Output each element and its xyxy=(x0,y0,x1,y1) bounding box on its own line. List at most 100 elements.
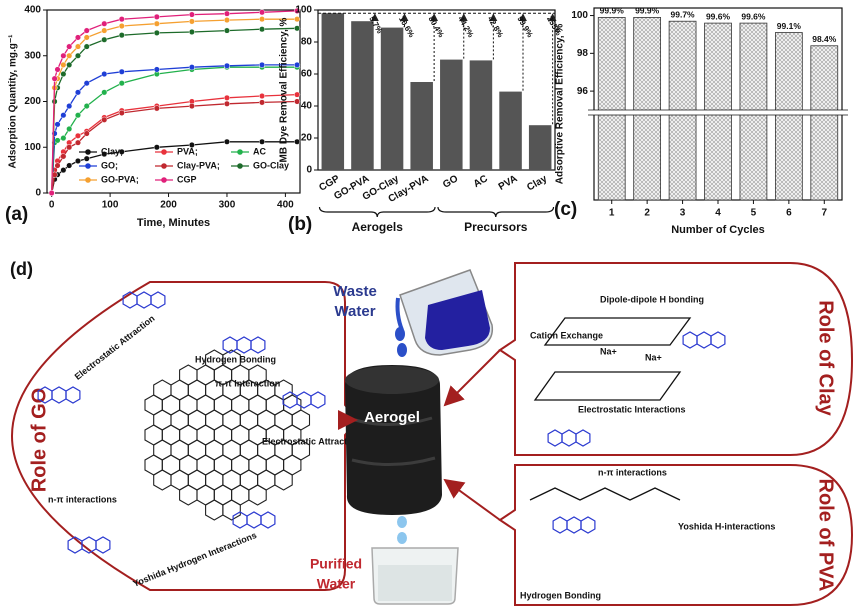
x-tick-label: 200 xyxy=(160,200,177,211)
point xyxy=(223,100,231,107)
annotation: 99.9% xyxy=(515,15,534,39)
panel-label: (b) xyxy=(288,214,312,235)
x-tick-label: 6 xyxy=(786,208,792,219)
annotation: 42.8% xyxy=(486,15,505,39)
x-tick-label: 400 xyxy=(277,200,294,211)
point xyxy=(223,17,231,24)
y-axis-label: Adsorptive Removal Efficiency, % xyxy=(555,24,566,185)
panel-label: (a) xyxy=(5,204,28,225)
point xyxy=(118,16,125,23)
point xyxy=(188,141,195,149)
point xyxy=(54,66,61,73)
point xyxy=(101,36,108,43)
ring xyxy=(696,331,712,349)
ring xyxy=(222,499,241,521)
point xyxy=(83,43,90,50)
legend-label: Clay-PVA; xyxy=(177,160,220,170)
panel-label: (c) xyxy=(554,199,577,220)
legend-marker xyxy=(161,163,167,169)
point xyxy=(258,61,266,68)
y-tick-label: 20 xyxy=(301,133,313,144)
point xyxy=(83,155,90,162)
arrow xyxy=(443,349,501,407)
point xyxy=(258,99,266,106)
legend-label: PVA; xyxy=(177,146,198,156)
group-label: Precursors xyxy=(464,220,528,234)
point xyxy=(74,132,82,139)
point xyxy=(258,16,266,23)
point xyxy=(66,125,73,132)
point xyxy=(223,138,231,145)
ring xyxy=(282,391,298,409)
annotation: 80.4% xyxy=(427,15,446,39)
note: Hydrogen Bonding xyxy=(195,354,276,364)
note: Electrostatic Attraction xyxy=(73,313,157,382)
ring xyxy=(552,516,568,534)
point xyxy=(74,89,82,96)
clay-sheets xyxy=(533,317,692,401)
x-tick-label: GO xyxy=(441,173,460,190)
bar xyxy=(469,60,493,170)
legend-marker xyxy=(85,177,91,183)
y-tick-label: 60 xyxy=(301,69,313,80)
aerogel-label: Aerogel xyxy=(364,409,420,426)
point xyxy=(66,61,73,68)
ring xyxy=(310,391,326,409)
x-tick-label: Clay xyxy=(525,173,549,193)
point xyxy=(54,162,61,169)
ring xyxy=(51,386,67,404)
value-label: 99.9% xyxy=(600,6,625,16)
x-tick-label: 5 xyxy=(751,208,757,219)
point xyxy=(153,144,160,151)
point xyxy=(83,130,90,137)
x-axis-label: Number of Cycles xyxy=(671,224,765,236)
y-axis-label: Adsorption Quantity, mg.g⁻¹ xyxy=(8,34,19,169)
y-tick-label: 0 xyxy=(306,165,312,176)
bar xyxy=(633,17,662,201)
ring xyxy=(246,511,262,529)
bar xyxy=(810,45,839,201)
x-tick-label: 3 xyxy=(680,208,686,219)
beaker xyxy=(371,547,459,605)
point xyxy=(74,52,82,59)
ring xyxy=(682,331,698,349)
bar xyxy=(380,27,404,170)
point xyxy=(60,112,67,119)
point xyxy=(101,116,108,123)
point xyxy=(294,138,301,145)
role-title: Role of GO xyxy=(28,388,50,492)
point xyxy=(101,71,108,78)
point xyxy=(118,68,125,75)
point xyxy=(60,167,67,174)
value-label: 99.7% xyxy=(671,9,696,19)
ring xyxy=(150,291,166,309)
ring xyxy=(710,331,726,349)
legend-marker xyxy=(161,149,167,155)
ring xyxy=(179,484,198,506)
legend-marker xyxy=(85,163,91,169)
diagram: (d) Role of GO Electrostatic Attraction … xyxy=(10,259,854,606)
ring xyxy=(561,429,577,447)
note: Electrostatic Interactions xyxy=(578,404,686,414)
point xyxy=(223,62,231,69)
y-tick-label: 100 xyxy=(295,5,312,16)
legend-marker xyxy=(237,149,243,155)
note: Electrostatic Attraction xyxy=(262,436,361,446)
value-label: 99.9% xyxy=(635,6,660,16)
y-tick-label: 80 xyxy=(301,37,313,48)
y-tick-label: 100 xyxy=(24,142,41,153)
y-tick-label: 200 xyxy=(24,96,41,107)
x-tick-label: AC xyxy=(472,173,490,190)
point xyxy=(223,10,231,17)
point xyxy=(83,27,90,34)
point xyxy=(74,139,82,146)
point xyxy=(258,9,266,16)
point xyxy=(60,52,67,59)
pva-chain xyxy=(529,487,681,501)
ring xyxy=(580,516,596,534)
point xyxy=(188,28,195,36)
x-tick-label: 2 xyxy=(644,208,650,219)
bar xyxy=(528,125,552,170)
ring xyxy=(95,536,111,554)
point xyxy=(223,27,231,34)
